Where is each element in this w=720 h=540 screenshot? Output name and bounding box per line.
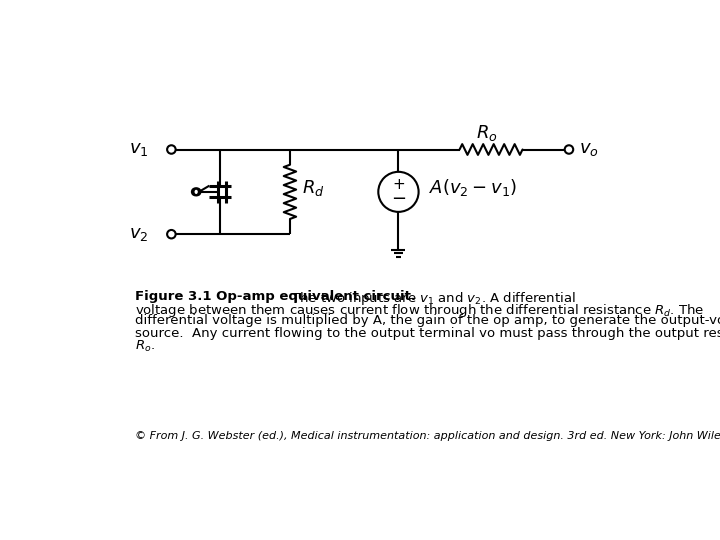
Text: Figure 3.1 Op-amp equivalent circuit.: Figure 3.1 Op-amp equivalent circuit. [135, 289, 416, 302]
Text: $v_2$: $v_2$ [129, 225, 148, 243]
Text: voltage between them causes current flow through the differential resistance $R_: voltage between them causes current flow… [135, 302, 704, 319]
Text: $A(v_2 - v_1)$: $A(v_2 - v_1)$ [429, 178, 518, 199]
Text: The two inputs are $v_1$ and $v_2$. A differential: The two inputs are $v_1$ and $v_2$. A di… [287, 289, 576, 307]
Text: $v_1$: $v_1$ [129, 140, 148, 159]
Circle shape [378, 172, 418, 212]
Text: $R_o$.: $R_o$. [135, 339, 155, 354]
Text: source.  Any current flowing to the output terminal vo must pass through the out: source. Any current flowing to the outpu… [135, 327, 720, 340]
Text: +: + [392, 178, 405, 192]
Text: $R_o$: $R_o$ [477, 123, 498, 143]
Text: differential voltage is multiplied by A, the gain of the op amp, to generate the: differential voltage is multiplied by A,… [135, 314, 720, 327]
Text: $R_d$: $R_d$ [302, 178, 325, 198]
Text: © From J. G. Webster (ed.), Medical instrumentation: application and design. 3rd: © From J. G. Webster (ed.), Medical inst… [135, 430, 720, 441]
Text: −: − [391, 190, 406, 208]
Text: $v_o$: $v_o$ [579, 140, 599, 159]
